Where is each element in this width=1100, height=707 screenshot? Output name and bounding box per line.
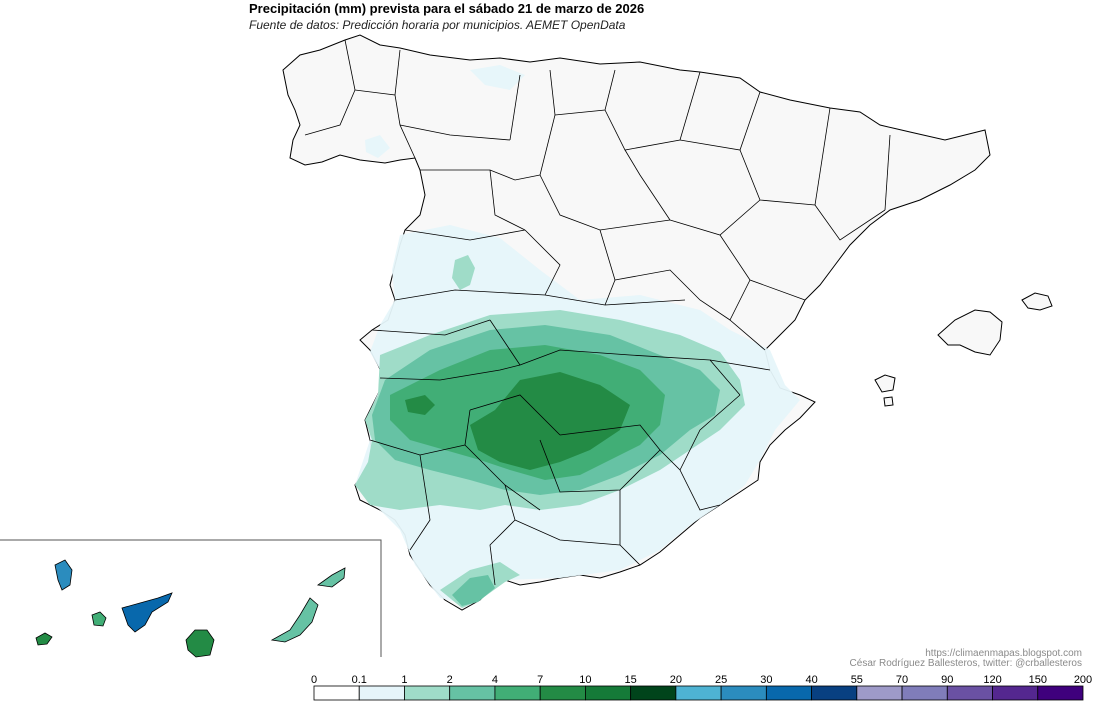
island-lanzarote — [316, 567, 346, 588]
legend-tick-label: 20 — [670, 674, 682, 686]
legend-tick-label: 40 — [805, 674, 817, 686]
rain-band-1-2-spot — [452, 255, 475, 290]
legend-tick-label: 120 — [983, 674, 1001, 686]
legend-swatch — [720, 685, 767, 701]
legend-tick-label: 90 — [941, 674, 953, 686]
rain-band-7-10-west — [405, 395, 435, 415]
legend-swatch — [811, 685, 858, 701]
island-gran-canaria — [185, 629, 215, 658]
island-fuerteventura — [270, 597, 319, 643]
legend-swatch — [901, 685, 948, 701]
map-subtitle: Fuente de datos: Predicción horaria por … — [249, 18, 626, 32]
legend-swatch — [856, 685, 903, 701]
canary-islands-inset — [0, 539, 382, 658]
balearic-ibiza — [874, 374, 896, 393]
legend-tick-label: 1 — [401, 674, 407, 686]
legend-tick-label: 4 — [492, 674, 498, 686]
legend-swatch — [539, 685, 586, 701]
balearic-mallorca — [937, 309, 1003, 356]
credit-url: https://climaenmapas.blogspot.com — [925, 648, 1082, 659]
legend-swatch — [992, 685, 1039, 701]
legend-swatch — [449, 685, 496, 701]
map-title: Precipitación (mm) prevista para el sába… — [249, 1, 645, 16]
legend-swatch — [630, 685, 677, 701]
island-tenerife — [121, 592, 173, 633]
island-el-hierro — [35, 632, 53, 646]
legend-swatch — [585, 685, 632, 701]
legend-tick-label: 15 — [625, 674, 637, 686]
legend-swatch — [946, 685, 993, 701]
legend-tick-label: 30 — [760, 674, 772, 686]
rain-band-2-4-coast — [452, 575, 495, 606]
legend-tick-label: 2 — [447, 674, 453, 686]
island-la-gomera — [91, 611, 107, 627]
balearic-formentera — [883, 396, 894, 407]
legend-tick-label: 70 — [896, 674, 908, 686]
legend-tick-label: 0.1 — [352, 674, 367, 686]
legend-tick-label: 200 — [1074, 674, 1092, 686]
rain-band-0.1-1-north — [470, 65, 525, 90]
legend-swatch — [313, 685, 360, 701]
legend-tick-label: 10 — [579, 674, 591, 686]
legend-swatch — [404, 685, 451, 701]
legend-tick-label: 7 — [537, 674, 543, 686]
island-la-palma — [54, 559, 73, 591]
legend-swatch — [765, 685, 812, 701]
legend-tick-label: 25 — [715, 674, 727, 686]
balearic-menorca — [1021, 292, 1053, 311]
inset-frame — [0, 539, 382, 657]
legend-tick-label: 55 — [851, 674, 863, 686]
legend-swatch — [494, 685, 541, 701]
legend-tick-label: 0 — [311, 674, 317, 686]
legend-swatch — [358, 685, 405, 701]
rain-band-0.1-1-galicia — [365, 135, 390, 158]
legend-swatch — [675, 685, 722, 701]
province-boundaries — [304, 39, 891, 586]
legend-tick-label: 150 — [1029, 674, 1047, 686]
legend-swatch — [1037, 685, 1084, 701]
credit-author: César Rodríguez Ballesteros, twitter: @c… — [849, 658, 1082, 669]
precipitation-field — [355, 65, 800, 608]
rain-band-7-10 — [470, 372, 630, 470]
